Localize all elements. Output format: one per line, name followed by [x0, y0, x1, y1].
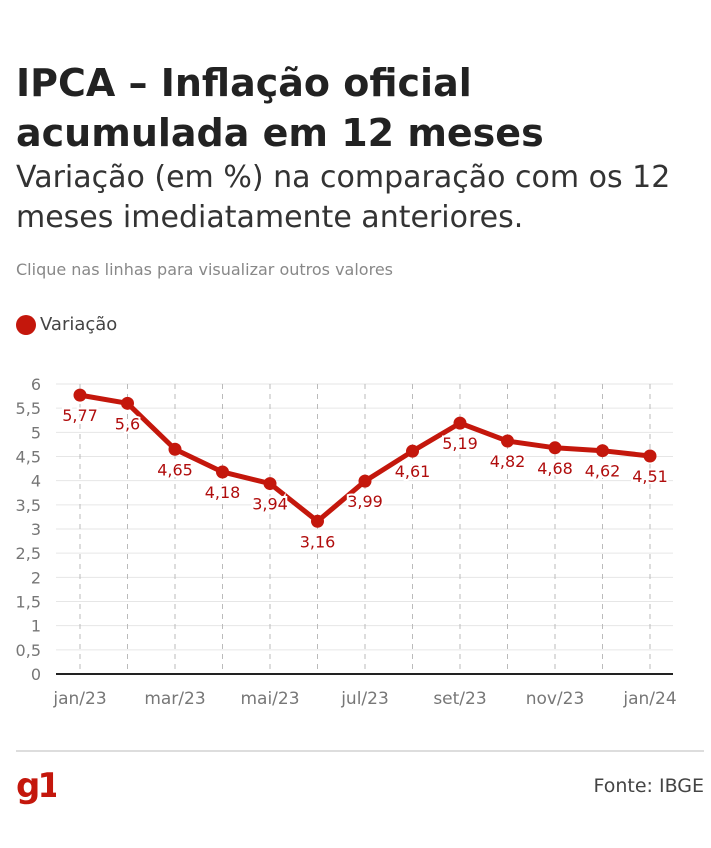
- y-tick-label: 3: [31, 520, 41, 539]
- data-point[interactable]: [311, 514, 324, 528]
- data-point[interactable]: [168, 442, 182, 456]
- chart-title: IPCA – Inflação oficial acumulada em 12 …: [16, 61, 544, 155]
- y-tick-label: 0: [31, 665, 41, 684]
- legend-label: Variação: [40, 314, 118, 335]
- data-label: 4,18: [205, 483, 241, 502]
- legend-marker: [16, 314, 36, 335]
- data-point[interactable]: [216, 465, 229, 479]
- data-label: 3,99: [347, 492, 383, 511]
- data-point[interactable]: [548, 441, 562, 455]
- data-label: 4,82: [490, 452, 526, 471]
- data-label: 4,68: [537, 459, 573, 478]
- x-tick-label: set/23: [433, 689, 486, 709]
- data-label: 3,16: [300, 532, 336, 551]
- line-chart[interactable]: 0 0,5 1 1,5 2 2,5 3 3,5 4 4,5 5 5,5 6 jan/23 mar/23 mai…: [0, 365, 711, 715]
- data-label: 4,61: [395, 462, 431, 481]
- y-tick-label: 0,5: [16, 641, 41, 660]
- y-tick-label: 2,5: [16, 544, 41, 563]
- data-label: 5,77: [62, 406, 98, 425]
- g1-logo: g1: [16, 766, 56, 805]
- legend[interactable]: Variação: [16, 314, 117, 335]
- y-tick-label: 5,5: [16, 399, 41, 418]
- data-label: 5,6: [115, 414, 140, 433]
- x-tick-label: jul/23: [340, 689, 389, 709]
- x-tick-label: mar/23: [144, 689, 205, 709]
- y-tick-label: 1: [31, 617, 41, 636]
- footer-divider: [16, 750, 704, 752]
- y-tick-label: 2: [31, 568, 41, 587]
- x-tick-label: jan/23: [52, 689, 106, 709]
- y-tick-label: 1,5: [16, 593, 41, 612]
- y-tick-label: 3,5: [16, 496, 41, 515]
- y-tick-label: 5: [31, 423, 41, 442]
- svg-text:g1: g1: [16, 766, 56, 805]
- y-tick-label: 6: [31, 375, 41, 394]
- data-label: 3,94: [252, 495, 288, 514]
- data-point[interactable]: [73, 388, 87, 402]
- x-tick-label: jan/24: [622, 689, 676, 709]
- x-tick-label: mai/23: [240, 689, 299, 709]
- data-point[interactable]: [596, 444, 609, 458]
- data-point[interactable]: [643, 449, 657, 463]
- data-point[interactable]: [406, 444, 419, 458]
- data-label: 4,65: [157, 460, 193, 479]
- y-tick-label: 4: [31, 472, 41, 491]
- chart-subtitle: Variação (em %) na comparação com os 12 …: [16, 160, 671, 235]
- data-point[interactable]: [121, 396, 134, 410]
- data-label: 4,51: [632, 467, 668, 486]
- source-credit: Fonte: IBGE: [593, 775, 704, 797]
- data-label: 4,62: [585, 462, 621, 481]
- x-tick-label: nov/23: [526, 689, 585, 709]
- data-label: 5,19: [442, 434, 478, 453]
- data-point[interactable]: [263, 477, 277, 491]
- data-point[interactable]: [501, 434, 514, 448]
- y-tick-label: 4,5: [16, 448, 41, 467]
- data-point[interactable]: [358, 474, 372, 488]
- data-point[interactable]: [453, 416, 467, 430]
- instruction-text: Clique nas linhas para visualizar outros…: [16, 260, 393, 279]
